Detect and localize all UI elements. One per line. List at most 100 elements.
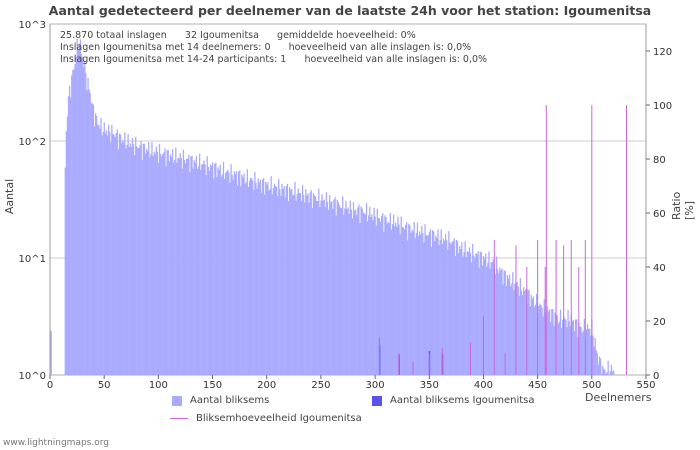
bar-total-203 <box>269 189 271 375</box>
bar-total-115 <box>174 159 176 375</box>
bar-total-492 <box>582 330 584 375</box>
bar-total-42 <box>94 113 97 375</box>
bar-total-338 <box>415 232 418 375</box>
bar-total-347 <box>425 234 427 375</box>
bar-total-286 <box>359 223 361 375</box>
bar-total-480 <box>569 326 571 375</box>
bar-total-38 <box>90 102 92 376</box>
bar-total-126 <box>185 158 188 375</box>
bar-total-343 <box>421 225 423 375</box>
bar-total-437 <box>523 287 525 375</box>
bar-total-141 <box>202 164 204 375</box>
bar-total-19 <box>70 97 72 376</box>
bar-total-421 <box>505 285 507 375</box>
bar-total-352 <box>430 247 433 375</box>
bar-total-493 <box>583 318 585 375</box>
bar-total-438 <box>524 290 526 375</box>
bar-total-15 <box>65 131 67 375</box>
bar-total-465 <box>553 325 555 375</box>
bar-total-248 <box>318 188 320 375</box>
bar-total-287 <box>360 206 362 375</box>
bar-total-212 <box>279 189 281 375</box>
bar-total-26 <box>77 49 79 376</box>
bar-total-512 <box>604 369 606 375</box>
bar-total-103 <box>161 156 163 375</box>
bar-total-425 <box>510 286 512 375</box>
bar-total-236 <box>305 189 307 375</box>
bar-total-511 <box>603 368 605 375</box>
bar-total-277 <box>349 200 351 375</box>
bar-total-439 <box>525 288 527 375</box>
bar-total-47 <box>100 117 102 376</box>
bar-total-88 <box>144 153 147 375</box>
bar-total-476 <box>565 319 567 375</box>
bar-total-196 <box>261 179 264 375</box>
bar-total-498 <box>589 328 591 375</box>
bar-total-368 <box>448 231 450 375</box>
bar-total-507 <box>598 356 601 375</box>
bar-total-96 <box>153 151 155 375</box>
bar-total-388 <box>469 252 472 375</box>
bar-total-136 <box>196 168 199 375</box>
bar-total-298 <box>372 219 374 375</box>
bar-total-39 <box>91 103 94 375</box>
bar-total-55 <box>109 131 111 375</box>
bar-total-255 <box>325 192 328 375</box>
bar-total-486 <box>576 319 578 375</box>
x-tick-label-8: 400 <box>474 380 493 391</box>
bar-total-152 <box>214 163 216 375</box>
bar-total-20 <box>71 75 73 375</box>
bar-total-245 <box>314 196 317 375</box>
bar-total-305 <box>379 221 382 375</box>
bar-total-118 <box>177 157 179 375</box>
bar-total-395 <box>477 251 479 375</box>
bar-total-459 <box>546 306 549 375</box>
bar-total-340 <box>417 235 420 375</box>
bar-total-333 <box>410 233 412 375</box>
bar-total-247 <box>317 200 319 375</box>
bar-total-489 <box>579 326 581 375</box>
bar-total-468 <box>556 315 558 375</box>
bar-total-262 <box>333 199 335 375</box>
bar-total-22 <box>73 69 75 375</box>
legend-label-total: Aantal bliksems <box>190 395 270 406</box>
x-tick-label-4: 200 <box>257 380 276 391</box>
bar-total-121 <box>180 157 182 375</box>
right-tick-label-3: 60 <box>653 209 666 220</box>
bar-total-60 <box>114 136 116 375</box>
bar-total-16 <box>66 116 69 376</box>
bar-total-264 <box>335 215 337 375</box>
bar-total-164 <box>227 169 229 375</box>
bar-total-114 <box>172 162 175 375</box>
bar-total-45 <box>98 125 100 375</box>
footer-credit: www.lightningmaps.org <box>3 438 109 448</box>
bar-total-174 <box>238 171 240 375</box>
bar-total-443 <box>529 306 531 375</box>
bar-total-416 <box>500 270 502 375</box>
bar-total-360 <box>439 239 441 375</box>
annotation-line-3: Inslagen Igoumenitsa met 14-24 participa… <box>60 54 488 65</box>
bar-total-515 <box>607 360 609 375</box>
bar-total-228 <box>296 193 298 375</box>
bar-total-510 <box>602 365 604 375</box>
bar-total-396 <box>478 267 480 375</box>
bar-total-389 <box>470 262 473 375</box>
bar-total-241 <box>310 190 312 375</box>
bar-total-91 <box>148 142 150 375</box>
bar-total-310 <box>385 217 387 375</box>
bar-total-449 <box>536 293 538 375</box>
right-tick-label-0: 0 <box>653 371 659 382</box>
bar-total-129 <box>189 171 191 375</box>
bar-total-466 <box>554 312 556 375</box>
bar-total-351 <box>429 229 432 375</box>
bar-total-420 <box>504 271 506 375</box>
bar-total-290 <box>363 213 365 375</box>
annotation-line-1: 25.870 totaal inslagen 32 Igoumenitsa ge… <box>60 30 416 41</box>
bar-total-407 <box>490 262 492 375</box>
bar-total-89 <box>145 148 148 375</box>
bar-total-518 <box>610 364 613 375</box>
bar-total-198 <box>264 194 266 375</box>
y-tick-label-1: 10^1 <box>19 254 46 265</box>
bar-total-77 <box>132 144 135 375</box>
